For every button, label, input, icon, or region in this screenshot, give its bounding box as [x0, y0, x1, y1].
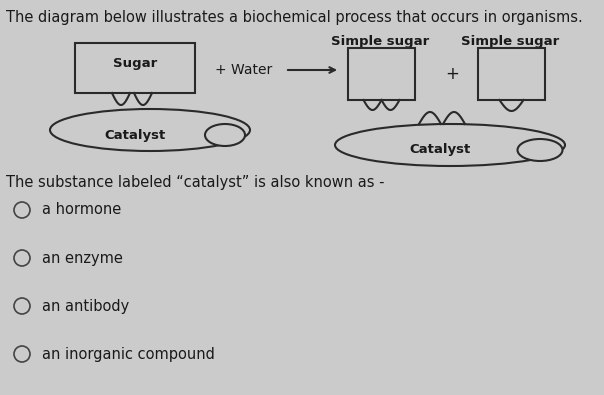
Text: an antibody: an antibody	[42, 299, 129, 314]
Bar	[75, 43, 195, 93]
Ellipse shape	[205, 124, 245, 146]
Text: Simple sugar: Simple sugar	[331, 35, 429, 48]
Text: a hormone: a hormone	[42, 203, 121, 218]
Bar	[348, 48, 415, 100]
Text: + Water: + Water	[215, 63, 272, 77]
Text: an inorganic compound: an inorganic compound	[42, 346, 215, 361]
Text: The diagram below illustrates a biochemical process that occurs in organisms.: The diagram below illustrates a biochemi…	[6, 10, 583, 25]
Ellipse shape	[335, 124, 565, 166]
Text: The substance labeled “catalyst” is also known as -: The substance labeled “catalyst” is also…	[6, 175, 385, 190]
Bar	[478, 48, 545, 100]
Text: Catalyst: Catalyst	[410, 143, 471, 156]
Text: Sugar: Sugar	[113, 57, 157, 70]
Text: +: +	[445, 65, 459, 83]
Text: an enzyme: an enzyme	[42, 250, 123, 265]
Text: Catalyst: Catalyst	[104, 128, 165, 141]
Ellipse shape	[518, 139, 562, 161]
Ellipse shape	[50, 109, 250, 151]
Text: Simple sugar: Simple sugar	[461, 35, 559, 48]
